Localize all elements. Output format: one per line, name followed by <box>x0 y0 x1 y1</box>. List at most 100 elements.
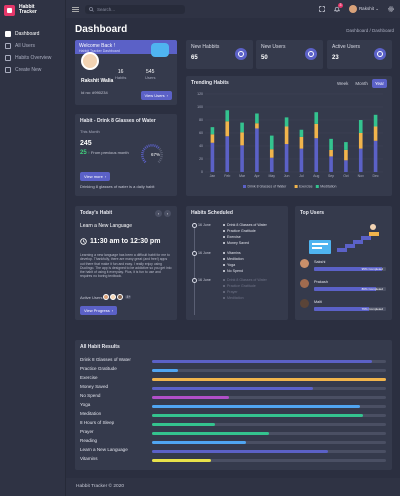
schedule-item: Practice Gratitude <box>223 284 256 288</box>
bell-icon <box>333 6 341 12</box>
progress-fill <box>152 414 363 417</box>
brand-name-line1: Habbit <box>19 3 35 10</box>
bar-segment[interactable] <box>358 148 363 172</box>
notification-bell[interactable]: 3 <box>333 3 343 12</box>
gauge-tick <box>159 157 163 160</box>
bar-segment[interactable] <box>210 134 215 143</box>
legend-label: Meditation <box>320 185 336 189</box>
bar-segment[interactable] <box>255 123 259 129</box>
brand[interactable]: Habbit Tracker <box>0 0 65 20</box>
bar-segment[interactable] <box>240 145 244 172</box>
bar-segment[interactable] <box>314 138 319 172</box>
schedule-item: Vitamins <box>223 251 241 255</box>
y-tick-label: 20 <box>199 157 203 161</box>
today-habit-name: Learn a New Language <box>80 223 132 229</box>
bar-segment[interactable] <box>329 156 333 172</box>
schedule-item: Meditation <box>223 296 244 300</box>
kpi-label: Active Users <box>332 44 361 50</box>
range-week[interactable]: Week <box>336 81 349 86</box>
prev-icon[interactable]: ‹ <box>155 210 162 217</box>
bar-segment[interactable] <box>329 149 333 157</box>
y-tick-label: 100 <box>197 105 203 109</box>
bar-segment[interactable] <box>299 148 304 172</box>
progress-fill <box>314 307 369 311</box>
timeline-dot <box>192 223 197 228</box>
welcome-card: Welcome Back ! Habbit Tracker Dashboard … <box>75 40 177 105</box>
bar-segment[interactable] <box>299 136 304 149</box>
gauge-tick <box>157 160 161 164</box>
bar-segment[interactable] <box>314 112 319 124</box>
habit-result-row: Money Saved <box>80 384 386 393</box>
sidebar-item-dashboard[interactable]: Dashboard <box>0 28 65 40</box>
bar-segment[interactable] <box>269 157 274 172</box>
breadcrumb[interactable]: Dashboard / Dashboard <box>346 28 394 33</box>
bar-segment[interactable] <box>344 160 348 172</box>
users-icon <box>374 48 386 60</box>
habit-result-row: Prayer <box>80 429 386 438</box>
target-icon <box>235 48 247 60</box>
user-plus-icon <box>305 48 317 60</box>
bar-segment[interactable] <box>225 121 230 137</box>
fullscreen-icon[interactable] <box>319 6 325 12</box>
legend-swatch <box>294 185 298 188</box>
bar-segment[interactable] <box>358 120 363 133</box>
all-habit-results-card: All Habit Results Drink 8 Glasses of Wat… <box>75 340 392 470</box>
bar-segment[interactable] <box>255 128 259 172</box>
schedule-date: 16 June <box>198 223 211 227</box>
sidebar-item-habits-overview[interactable]: Habits Overview <box>0 52 65 64</box>
sidebar-item-label: Habits Overview <box>15 55 52 61</box>
bar-segment[interactable] <box>358 133 363 149</box>
progress-bar <box>152 405 386 408</box>
progress-bar <box>314 307 386 311</box>
view-users-button[interactable]: View Users › <box>140 91 172 100</box>
bar-segment[interactable] <box>373 140 378 172</box>
progress-fill <box>152 387 314 390</box>
bar-segment[interactable] <box>344 149 348 161</box>
progress-fill <box>152 378 386 381</box>
bar-segment[interactable] <box>314 123 319 139</box>
bar-segment[interactable] <box>255 113 259 124</box>
bar-segment[interactable] <box>210 142 215 172</box>
bar-segment[interactable] <box>373 114 378 127</box>
bar-segment[interactable] <box>284 117 289 127</box>
view-progress-button[interactable]: View Progress › <box>80 306 118 315</box>
gauge-tick <box>148 144 150 148</box>
bar-segment[interactable] <box>299 129 304 137</box>
bar-segment[interactable] <box>269 149 274 158</box>
search-icon <box>89 6 94 12</box>
bar-segment[interactable] <box>225 110 230 122</box>
x-tick-label: Feb <box>224 174 230 178</box>
habit-result-name: Meditation <box>80 411 102 416</box>
bar-segment[interactable] <box>284 126 289 145</box>
schedule-item: Drink 8 Glasses of Water <box>223 223 267 227</box>
bar-segment[interactable] <box>225 136 230 172</box>
bar-segment[interactable] <box>344 142 348 150</box>
bar-segment[interactable] <box>269 135 274 150</box>
bar-segment[interactable] <box>240 122 244 133</box>
range-month[interactable]: Month <box>355 81 368 86</box>
sidebar-item-all-users[interactable]: All Users <box>0 40 65 52</box>
bar-segment[interactable] <box>284 144 289 172</box>
bar-segment[interactable] <box>210 127 215 135</box>
sidebar-item-create-new[interactable]: Create New <box>0 64 65 76</box>
view-progress-label: View Progress <box>84 308 110 313</box>
habits-scheduled-card: Habits Scheduled 16 June Drink 8 Glasses … <box>186 206 288 320</box>
menu-icon[interactable] <box>72 6 79 12</box>
search-input[interactable]: Search... <box>97 6 116 12</box>
progress-fill <box>152 396 230 399</box>
schedule-item: Yoga <box>223 263 235 267</box>
search-box[interactable]: Search... <box>85 4 185 14</box>
progress-fill <box>152 432 269 435</box>
settings-icon[interactable] <box>388 6 394 12</box>
view-more-button[interactable]: View more › <box>80 172 111 181</box>
bar-segment[interactable] <box>373 126 378 141</box>
progress-bar <box>152 423 386 426</box>
bar-segment[interactable] <box>240 132 244 146</box>
schedule-item: Practice Gratitude <box>223 229 256 233</box>
next-icon[interactable]: › <box>164 210 171 217</box>
bar-segment[interactable] <box>329 138 333 150</box>
user-menu[interactable]: Rakshit ⌄ <box>348 5 379 13</box>
notification-badge: 3 <box>337 3 343 8</box>
range-year[interactable]: Year <box>371 79 387 88</box>
progress-fill <box>314 267 383 271</box>
